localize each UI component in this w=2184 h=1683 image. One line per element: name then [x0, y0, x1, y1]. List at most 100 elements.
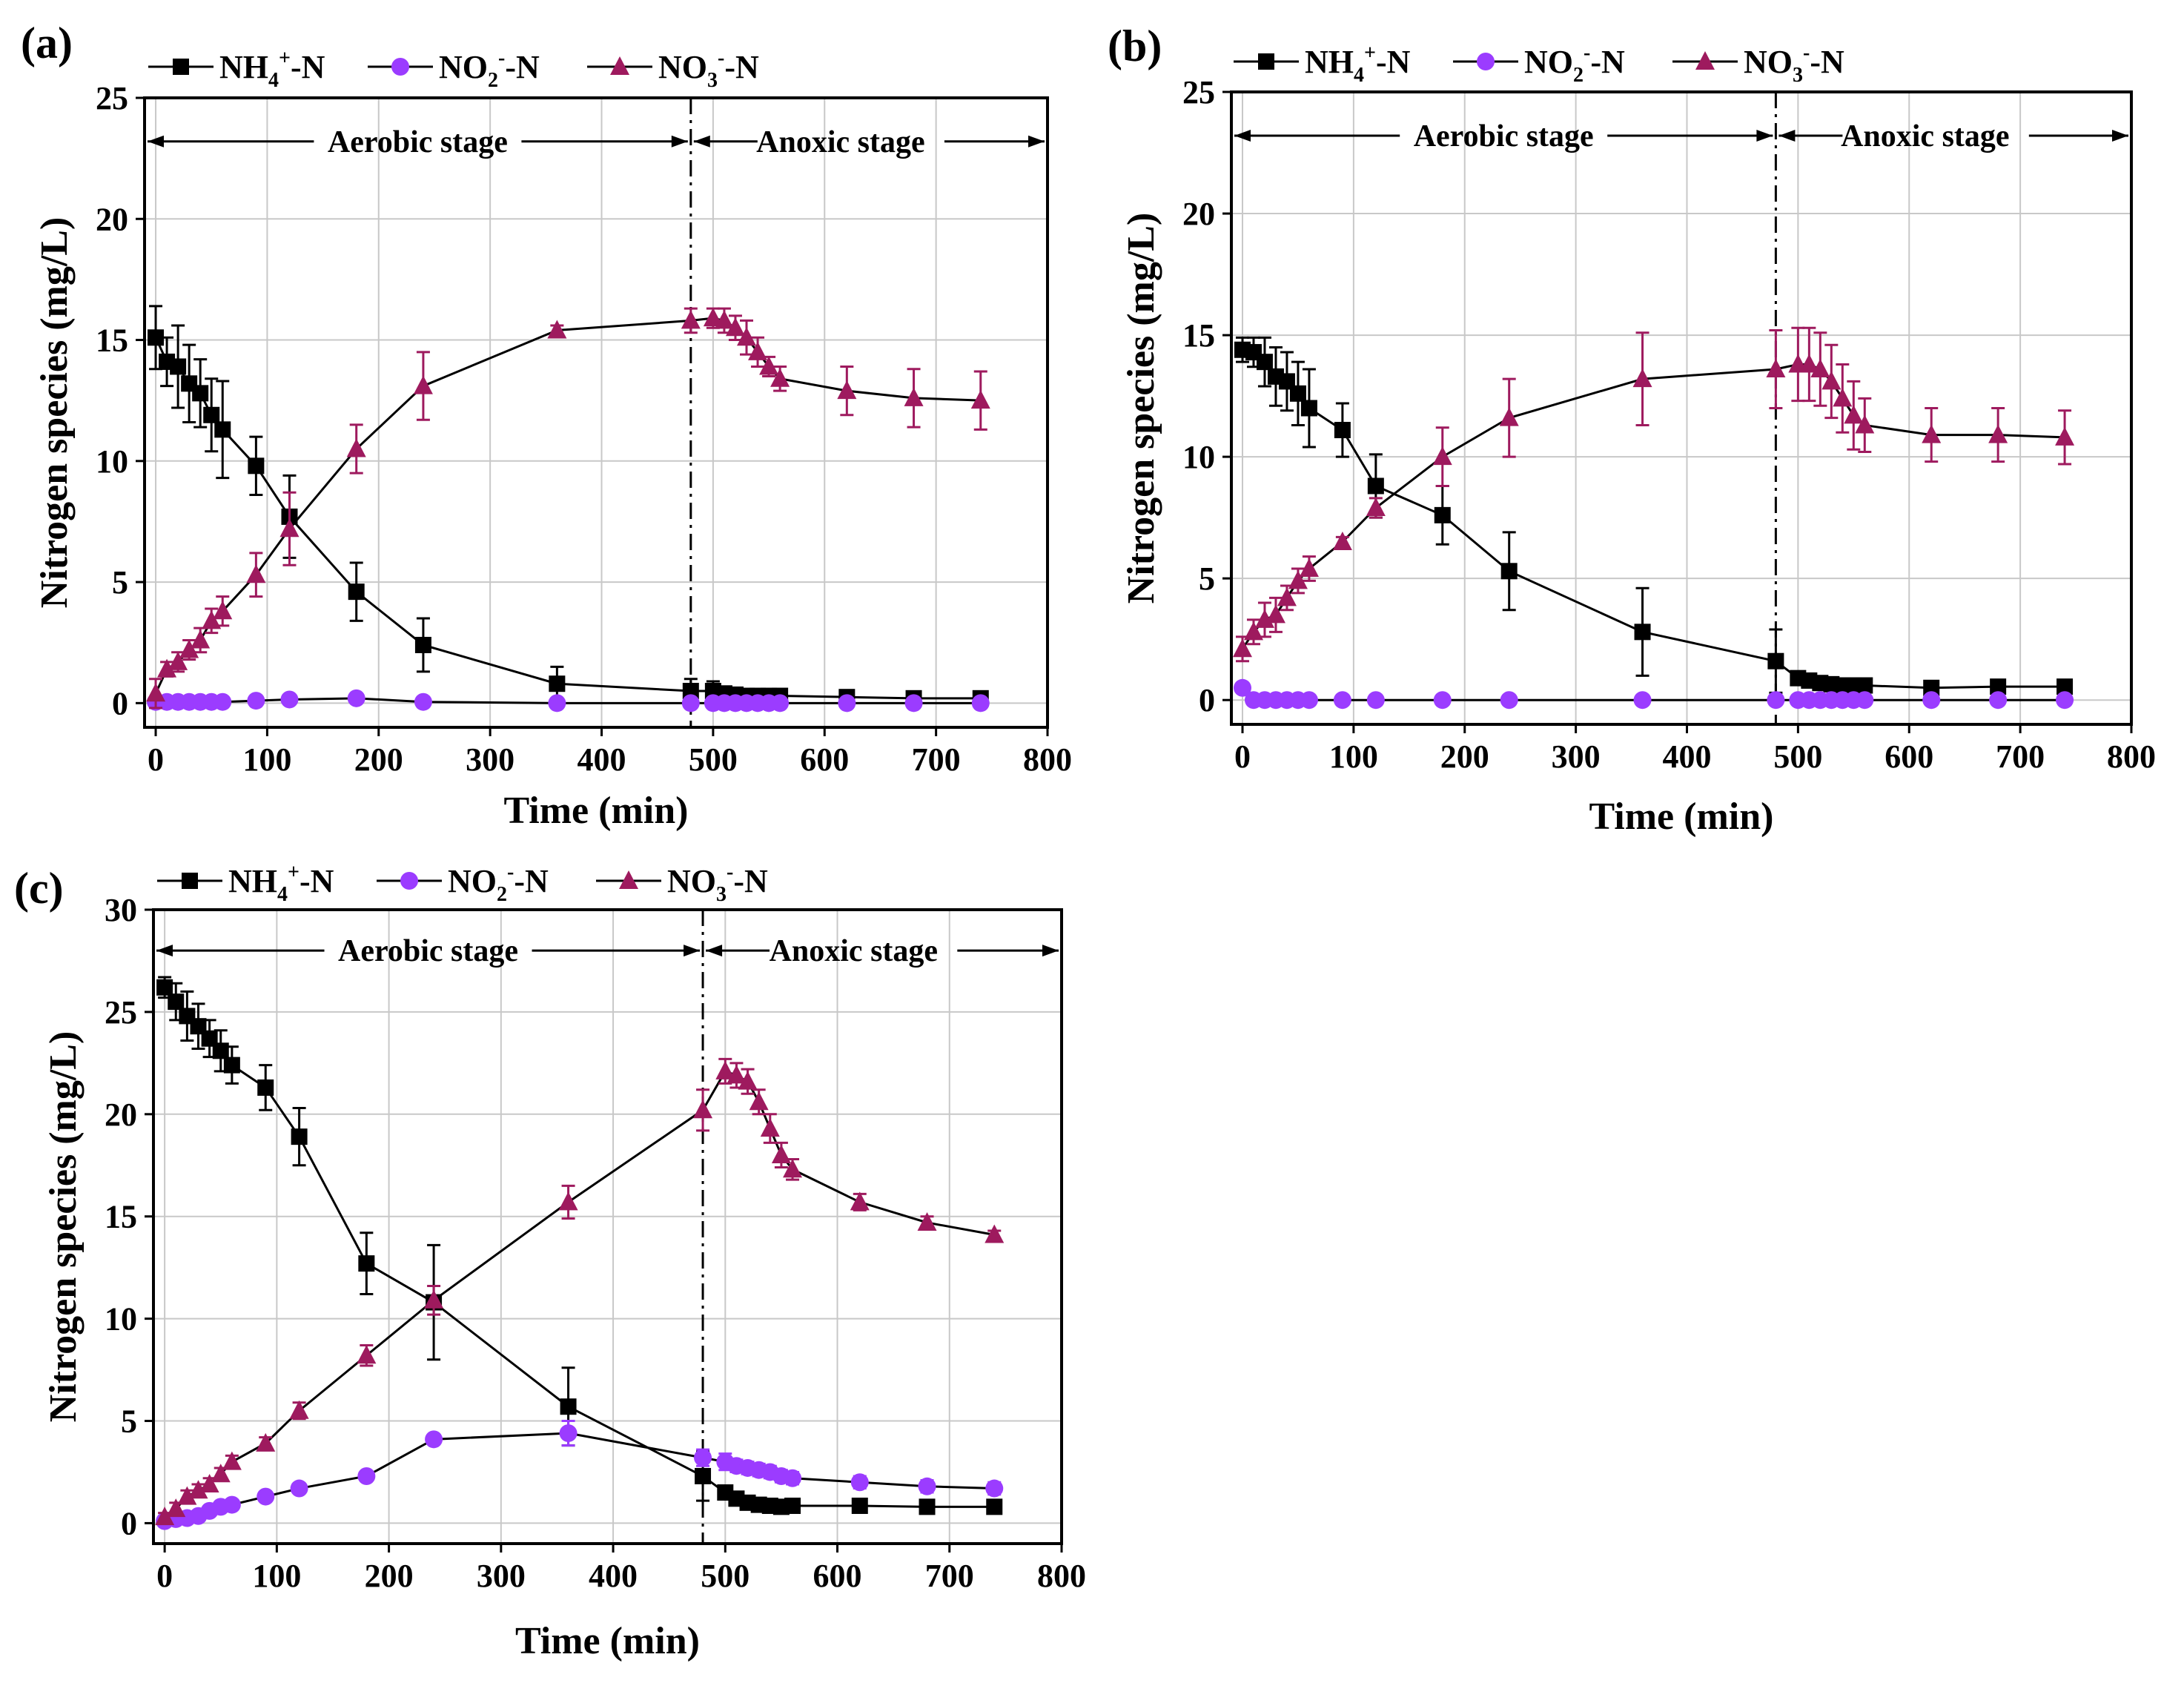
legend-label-no2: NO2--N [448, 861, 549, 906]
data-point-no3 [289, 1400, 309, 1419]
x-tick-label: 200 [365, 1558, 414, 1594]
x-tick-label: 400 [589, 1558, 638, 1594]
data-point-no3 [760, 1118, 780, 1137]
data-point-no3 [1844, 405, 1864, 424]
data-point-no3 [558, 1191, 578, 1211]
data-point-nh4 [1990, 678, 2007, 695]
y-tick-label: 25 [105, 994, 137, 1031]
legend-marker-nh4 [1258, 53, 1274, 70]
data-point-nh4 [1856, 677, 1873, 694]
series-nh4 [148, 305, 989, 707]
data-point-no3 [970, 390, 990, 409]
data-point-no3 [256, 1432, 276, 1452]
panel-c: 0 100 200 300 400 500 600 700 800 0 5 10 15 20 25 30 Tim… [14, 861, 1086, 1662]
data-point-no3 [191, 629, 211, 649]
data-point-no3 [202, 610, 222, 629]
data-point-no2 [838, 694, 856, 712]
data-point-no3 [1332, 531, 1352, 550]
arrow-right-icon [671, 135, 688, 148]
panel-label: (b) [1108, 22, 1162, 70]
data-point-nh4 [1634, 624, 1651, 641]
data-point-nh4 [1767, 652, 1784, 669]
data-point-no2 [548, 694, 566, 712]
data-point-no3 [837, 380, 857, 400]
data-point-no3 [1277, 587, 1297, 606]
x-tick-label: 700 [1996, 738, 2045, 775]
data-point-no2 [1233, 678, 1251, 697]
y-tick-label: 5 [112, 564, 128, 601]
plot-frame [152, 908, 1063, 1545]
series-line-no2 [164, 1432, 995, 1523]
data-point-nh4 [212, 1042, 229, 1059]
series-line-no3 [1241, 363, 2065, 650]
y-tick-label: 10 [1182, 439, 1215, 475]
data-point-no3 [1265, 604, 1285, 624]
series-line-no2 [1241, 687, 2065, 701]
data-point-no2 [357, 1467, 376, 1485]
data-point-nh4 [919, 1498, 936, 1515]
data-point-no3 [759, 356, 779, 375]
data-point-no3 [1288, 570, 1308, 589]
data-point-no3 [1499, 407, 1519, 426]
data-point-no2 [1366, 691, 1385, 710]
data-point-no2 [971, 694, 990, 712]
y-tick-label: 15 [1182, 317, 1215, 354]
data-point-nh4 [549, 675, 566, 692]
data-point-nh4 [348, 583, 365, 601]
data-point-no3 [1810, 359, 1830, 378]
legend-label-no2: NO2--N [1524, 42, 1625, 87]
data-point-no3 [748, 341, 768, 360]
data-point-no2 [904, 694, 923, 712]
data-point-no2 [1300, 691, 1318, 710]
arrow-left-icon [1234, 130, 1251, 142]
data-point-no3 [166, 1498, 186, 1518]
x-tick-label: 600 [800, 741, 849, 778]
arrow-right-icon [1756, 130, 1773, 142]
data-point-nh4 [560, 1398, 577, 1415]
legend-label-no2: NO2--N [439, 47, 540, 92]
x-tick-label: 0 [156, 1558, 173, 1594]
x-tick-label: 600 [813, 1558, 862, 1594]
data-point-no2 [681, 694, 700, 712]
data-point-nh4 [203, 406, 220, 423]
arrow-left-icon [156, 945, 173, 957]
plot-frame [1230, 90, 2133, 726]
data-point-no3 [771, 1144, 791, 1163]
data-point-nh4 [156, 979, 173, 996]
data-point-no3 [681, 310, 701, 329]
data-point-no3 [1766, 359, 1786, 378]
data-point-no2 [1856, 691, 1874, 710]
data-point-nh4 [170, 358, 187, 375]
x-tick-label: 300 [466, 741, 514, 778]
legend-marker-no2 [391, 58, 409, 76]
data-point-no2 [985, 1479, 1004, 1498]
y-tick-label: 0 [112, 685, 128, 721]
series-no3 [155, 1057, 1005, 1526]
data-point-nh4 [2056, 678, 2074, 695]
data-point-no3 [2055, 426, 2075, 446]
data-point-no2 [771, 694, 790, 712]
data-point-no3 [749, 1091, 769, 1111]
data-point-no3 [357, 1345, 377, 1364]
x-tick-label: 200 [1440, 738, 1489, 775]
x-tick-label: 800 [2107, 738, 2156, 775]
data-point-no3 [177, 1486, 197, 1505]
series-nh4 [156, 976, 1003, 1515]
data-point-nh4 [1500, 563, 1518, 580]
legend-marker-no3 [1695, 51, 1715, 70]
arrow-left-icon [693, 135, 710, 148]
legend-label-nh4: NH4+-N [1305, 42, 1411, 87]
data-point-no3 [1632, 368, 1652, 388]
x-tick-label: 400 [1662, 738, 1711, 775]
data-point-no3 [168, 651, 188, 670]
data-point-no2 [257, 1487, 275, 1506]
y-tick-label: 5 [1199, 561, 1215, 597]
x-tick-label: 300 [1552, 738, 1601, 775]
y-tick-label: 15 [96, 323, 128, 359]
data-point-no3 [222, 1451, 242, 1470]
y-tick-label: 20 [96, 201, 128, 237]
y-tick-label: 0 [121, 1505, 137, 1541]
data-point-no2 [694, 1449, 712, 1467]
data-point-nh4 [223, 1057, 240, 1074]
y-tick-label: 10 [105, 1301, 137, 1338]
